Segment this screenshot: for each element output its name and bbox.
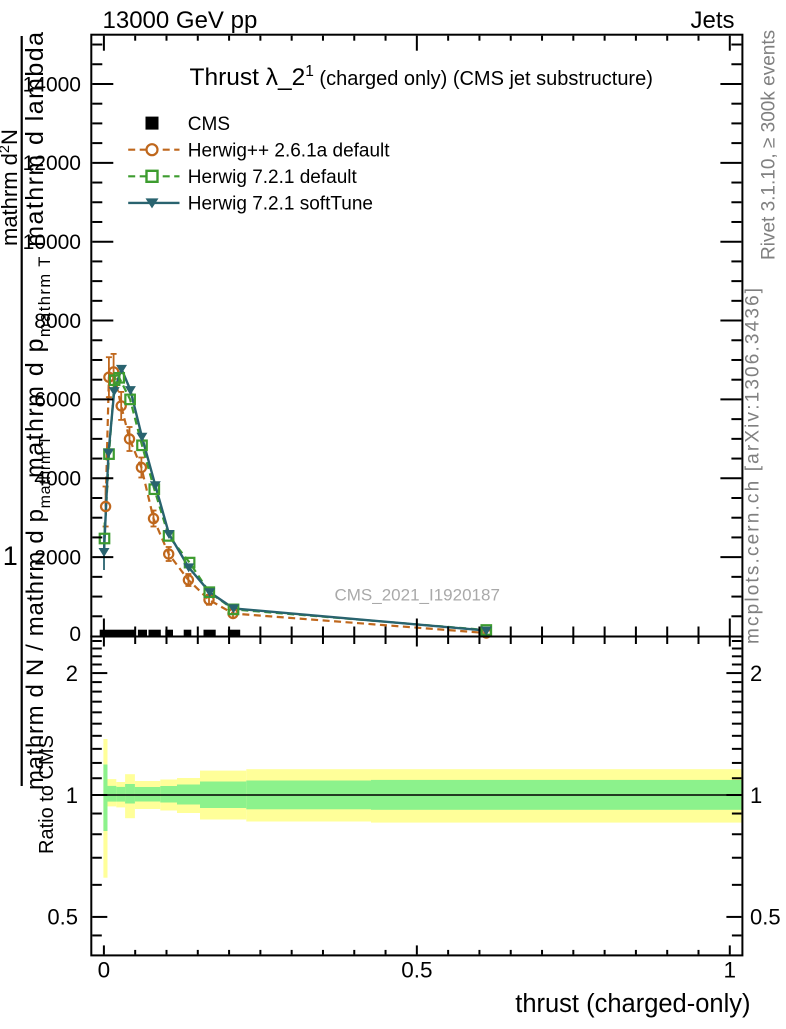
svg-text:1: 1 bbox=[750, 783, 762, 808]
svg-text:8000: 8000 bbox=[34, 310, 81, 333]
svg-text:Ratio to CMS: Ratio to CMS bbox=[36, 735, 58, 854]
svg-text:2: 2 bbox=[66, 661, 78, 686]
svg-text:Herwig 7.2.1 default: Herwig 7.2.1 default bbox=[188, 167, 358, 188]
svg-text:CMS_2021_I1920187: CMS_2021_I1920187 bbox=[334, 586, 499, 605]
svg-text:Herwig++ 2.6.1a default: Herwig++ 2.6.1a default bbox=[188, 140, 390, 161]
svg-text:Herwig 7.2.1 softTune: Herwig 7.2.1 softTune bbox=[188, 194, 373, 215]
svg-text:0: 0 bbox=[98, 957, 111, 982]
svg-text:1: 1 bbox=[66, 783, 78, 808]
svg-text:13000 GeV pp: 13000 GeV pp bbox=[103, 7, 258, 34]
svg-text:0.5: 0.5 bbox=[401, 957, 432, 982]
svg-text:2000: 2000 bbox=[34, 546, 81, 569]
svg-text:CMS: CMS bbox=[188, 114, 230, 135]
svg-text:4000: 4000 bbox=[34, 468, 81, 491]
svg-text:0: 0 bbox=[69, 623, 81, 646]
svg-text:2: 2 bbox=[750, 661, 762, 686]
svg-text:10000: 10000 bbox=[23, 231, 81, 254]
svg-text:12000: 12000 bbox=[23, 152, 81, 175]
svg-text:14000: 14000 bbox=[23, 73, 81, 96]
svg-text:0.5: 0.5 bbox=[750, 905, 781, 930]
svg-text:0.5: 0.5 bbox=[47, 905, 78, 930]
svg-text:Jets: Jets bbox=[690, 7, 734, 34]
svg-text:6000: 6000 bbox=[34, 389, 81, 412]
svg-text:1: 1 bbox=[3, 541, 18, 571]
svg-text:Rivet 3.1.10, ≥ 300k events: Rivet 3.1.10, ≥ 300k events bbox=[759, 30, 780, 260]
svg-text:thrust (charged-only): thrust (charged-only) bbox=[515, 990, 750, 1018]
svg-text:mathrm d pmathrm T mathrm d la: mathrm d pmathrm T mathrm d lambda bbox=[21, 31, 54, 479]
svg-text:Thrust λ_21 (charged only) (CM: Thrust λ_21 (charged only) (CMS jet subs… bbox=[190, 63, 653, 91]
svg-text:1: 1 bbox=[724, 957, 737, 982]
svg-text:mcplots.cern.ch [arXiv:1306.34: mcplots.cern.ch [arXiv:1306.3436] bbox=[743, 286, 764, 644]
svg-text:mathrm d2N: mathrm d2N bbox=[0, 129, 22, 246]
